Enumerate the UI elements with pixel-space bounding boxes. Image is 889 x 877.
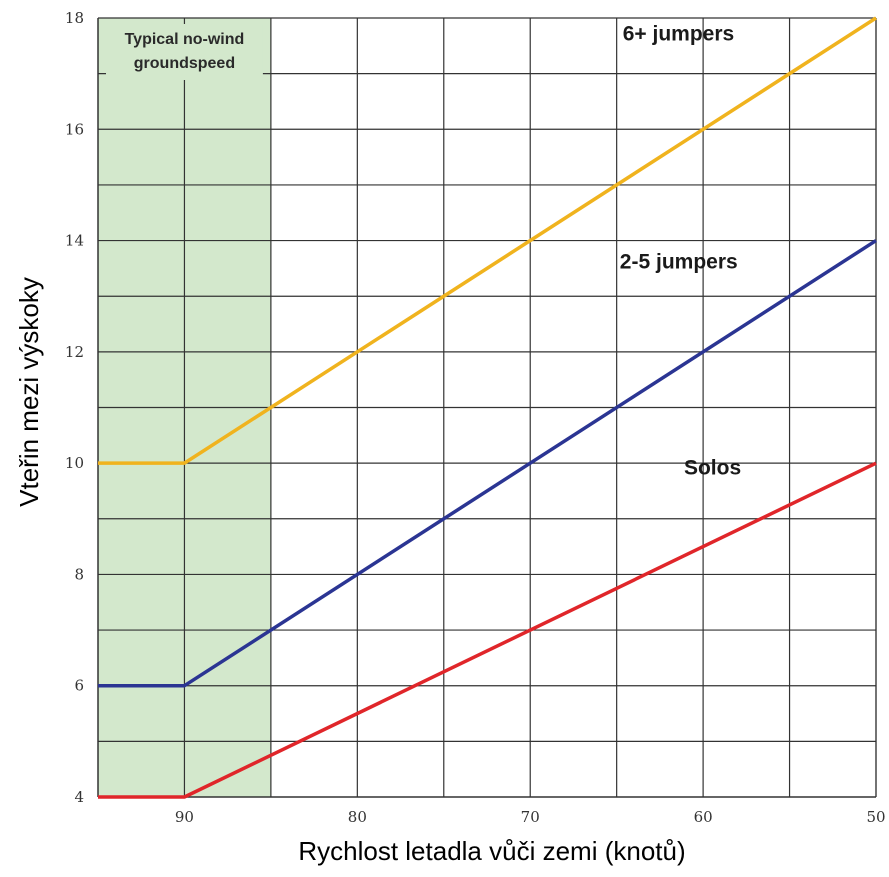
series-line-2-5-jumpers xyxy=(98,239,877,688)
y-tick-label: 10 xyxy=(65,454,84,472)
tick-labels: 4 6 8 10 12 14 16 18 90 80 70 60 50 xyxy=(65,9,886,826)
series-label-2-5-jumpers: 2-5 jumpers xyxy=(620,250,738,273)
series-label-solos: Solos xyxy=(684,456,741,479)
y-tick-label: 6 xyxy=(74,677,84,695)
y-tick-label: 18 xyxy=(65,9,84,27)
series-label-6-jumpers: 6+ jumpers xyxy=(623,22,734,45)
y-tick-label: 4 xyxy=(74,788,84,806)
y-tick-label: 12 xyxy=(65,343,84,361)
series-labels: 6+ jumpers 2-5 jumpers Solos xyxy=(620,22,741,479)
x-tick-label: 80 xyxy=(348,808,367,826)
y-tick-label: 14 xyxy=(65,232,84,250)
y-tick-label: 16 xyxy=(65,120,84,138)
band-label-line: Typical no-wind xyxy=(125,31,245,48)
series-line-solos xyxy=(98,461,877,799)
x-tick-label: 70 xyxy=(521,808,540,826)
series-lines xyxy=(98,16,877,799)
band-label: Typical no-wind groundspeed xyxy=(106,24,263,80)
x-tick-label: 60 xyxy=(694,808,713,826)
series-line-6-jumpers xyxy=(98,16,877,465)
band-label-line: groundspeed xyxy=(134,55,235,72)
y-tick-label: 8 xyxy=(74,565,84,583)
x-tick-label: 50 xyxy=(866,808,885,826)
grid xyxy=(97,17,877,798)
y-axis-title: Vteřin mezi výskoky xyxy=(14,277,44,507)
band-label-background xyxy=(106,24,263,80)
x-tick-label: 90 xyxy=(175,808,194,826)
x-axis-title: Rychlost letadla vůči zemi (knotů) xyxy=(298,836,685,866)
